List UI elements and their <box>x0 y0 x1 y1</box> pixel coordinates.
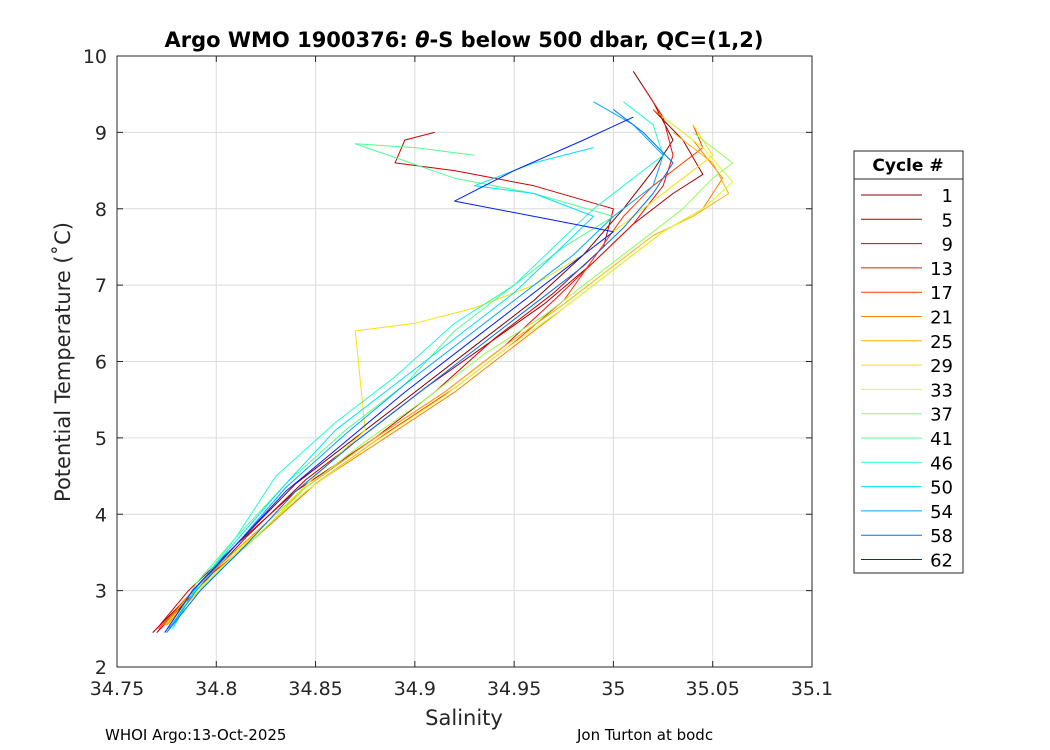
y-tick-label: 3 <box>95 581 107 603</box>
legend-label-cycle-33: 33 <box>930 380 953 401</box>
x-tick-labels: 34.75 34.8 34.85 34.9 34.95 35 35.05 35.1 <box>90 678 833 700</box>
series-line-cycle-58 <box>166 109 674 633</box>
legend-label-cycle-37: 37 <box>930 405 953 426</box>
legend-label-cycle-46: 46 <box>930 453 953 474</box>
legend-label-cycle-58: 58 <box>930 526 953 547</box>
legend-label-cycle-13: 13 <box>930 259 953 280</box>
series-line-cycle-5 <box>156 109 704 633</box>
legend-label-cycle-25: 25 <box>930 332 953 353</box>
series-line-cycle-37 <box>172 132 734 626</box>
title-prefix: Argo WMO 1900376: <box>164 28 415 52</box>
legend-label-cycle-29: 29 <box>930 356 953 377</box>
y-tick-label: 4 <box>95 504 107 526</box>
legend: Cycle # 1 5 9 13 17 21 25 29 33 37 41 46 50 54 58 62 <box>853 150 964 574</box>
legend-label-cycle-1: 1 <box>942 186 953 207</box>
legend-label-cycle-50: 50 <box>930 478 953 499</box>
y-tick-label: 10 <box>83 46 107 68</box>
x-tick-label: 34.95 <box>487 678 541 700</box>
legend-label-cycle-21: 21 <box>930 308 953 329</box>
y-axis-label: Potential Temperature (˚C) <box>51 222 75 502</box>
footer-credit: Jon Turton at bodc <box>577 726 714 744</box>
series-layer <box>152 71 734 633</box>
x-tick-label: 35.05 <box>686 678 740 700</box>
legend-title: Cycle # <box>872 156 943 176</box>
series-line-cycle-9 <box>156 131 614 630</box>
series-line-cycle-21 <box>166 109 724 626</box>
series-line-cycle-25 <box>164 132 730 626</box>
chart-title: Argo WMO 1900376: θ-S below 500 dbar, QC… <box>164 28 763 52</box>
title-suffix: -S below 500 dbar, QC=(1,2) <box>430 28 764 52</box>
legend-box <box>853 150 964 574</box>
series-line-cycle-33 <box>168 116 734 626</box>
x-tick-label: 35.1 <box>791 678 833 700</box>
x-axis-label: Salinity <box>425 706 503 730</box>
y-tick-label: 7 <box>95 275 107 297</box>
y-tick-label: 5 <box>95 428 107 450</box>
legend-label-cycle-5: 5 <box>942 210 953 231</box>
legend-label-cycle-62: 62 <box>930 551 953 572</box>
series-line-cycle-50 <box>172 147 595 630</box>
tick-marks <box>116 55 813 668</box>
footer-source-date: WHOI Argo:13-Oct-2025 <box>105 726 287 744</box>
legend-label-cycle-17: 17 <box>930 283 953 304</box>
series-line-cycle-62 <box>164 116 634 633</box>
series-line-cycle-46 <box>172 101 664 626</box>
y-tick-label: 6 <box>95 352 107 374</box>
x-tick-label: 34.85 <box>288 678 342 700</box>
x-tick-label: 35 <box>601 678 625 700</box>
y-tick-labels: 2 3 4 5 6 7 8 9 10 <box>83 46 107 679</box>
x-tick-label: 34.75 <box>90 678 144 700</box>
y-tick-label: 2 <box>95 657 107 679</box>
y-tick-label: 9 <box>95 122 107 144</box>
x-tick-label: 34.8 <box>195 678 237 700</box>
legend-entries: 1 5 9 13 17 21 25 29 33 37 41 46 50 54 58 62 <box>861 186 953 572</box>
x-tick-label: 34.9 <box>394 678 436 700</box>
title-theta-symbol: θ <box>415 28 429 52</box>
legend-label-cycle-41: 41 <box>930 429 953 450</box>
legend-label-cycle-9: 9 <box>942 235 953 256</box>
legend-label-cycle-54: 54 <box>930 502 953 523</box>
y-tick-label: 8 <box>95 199 107 221</box>
